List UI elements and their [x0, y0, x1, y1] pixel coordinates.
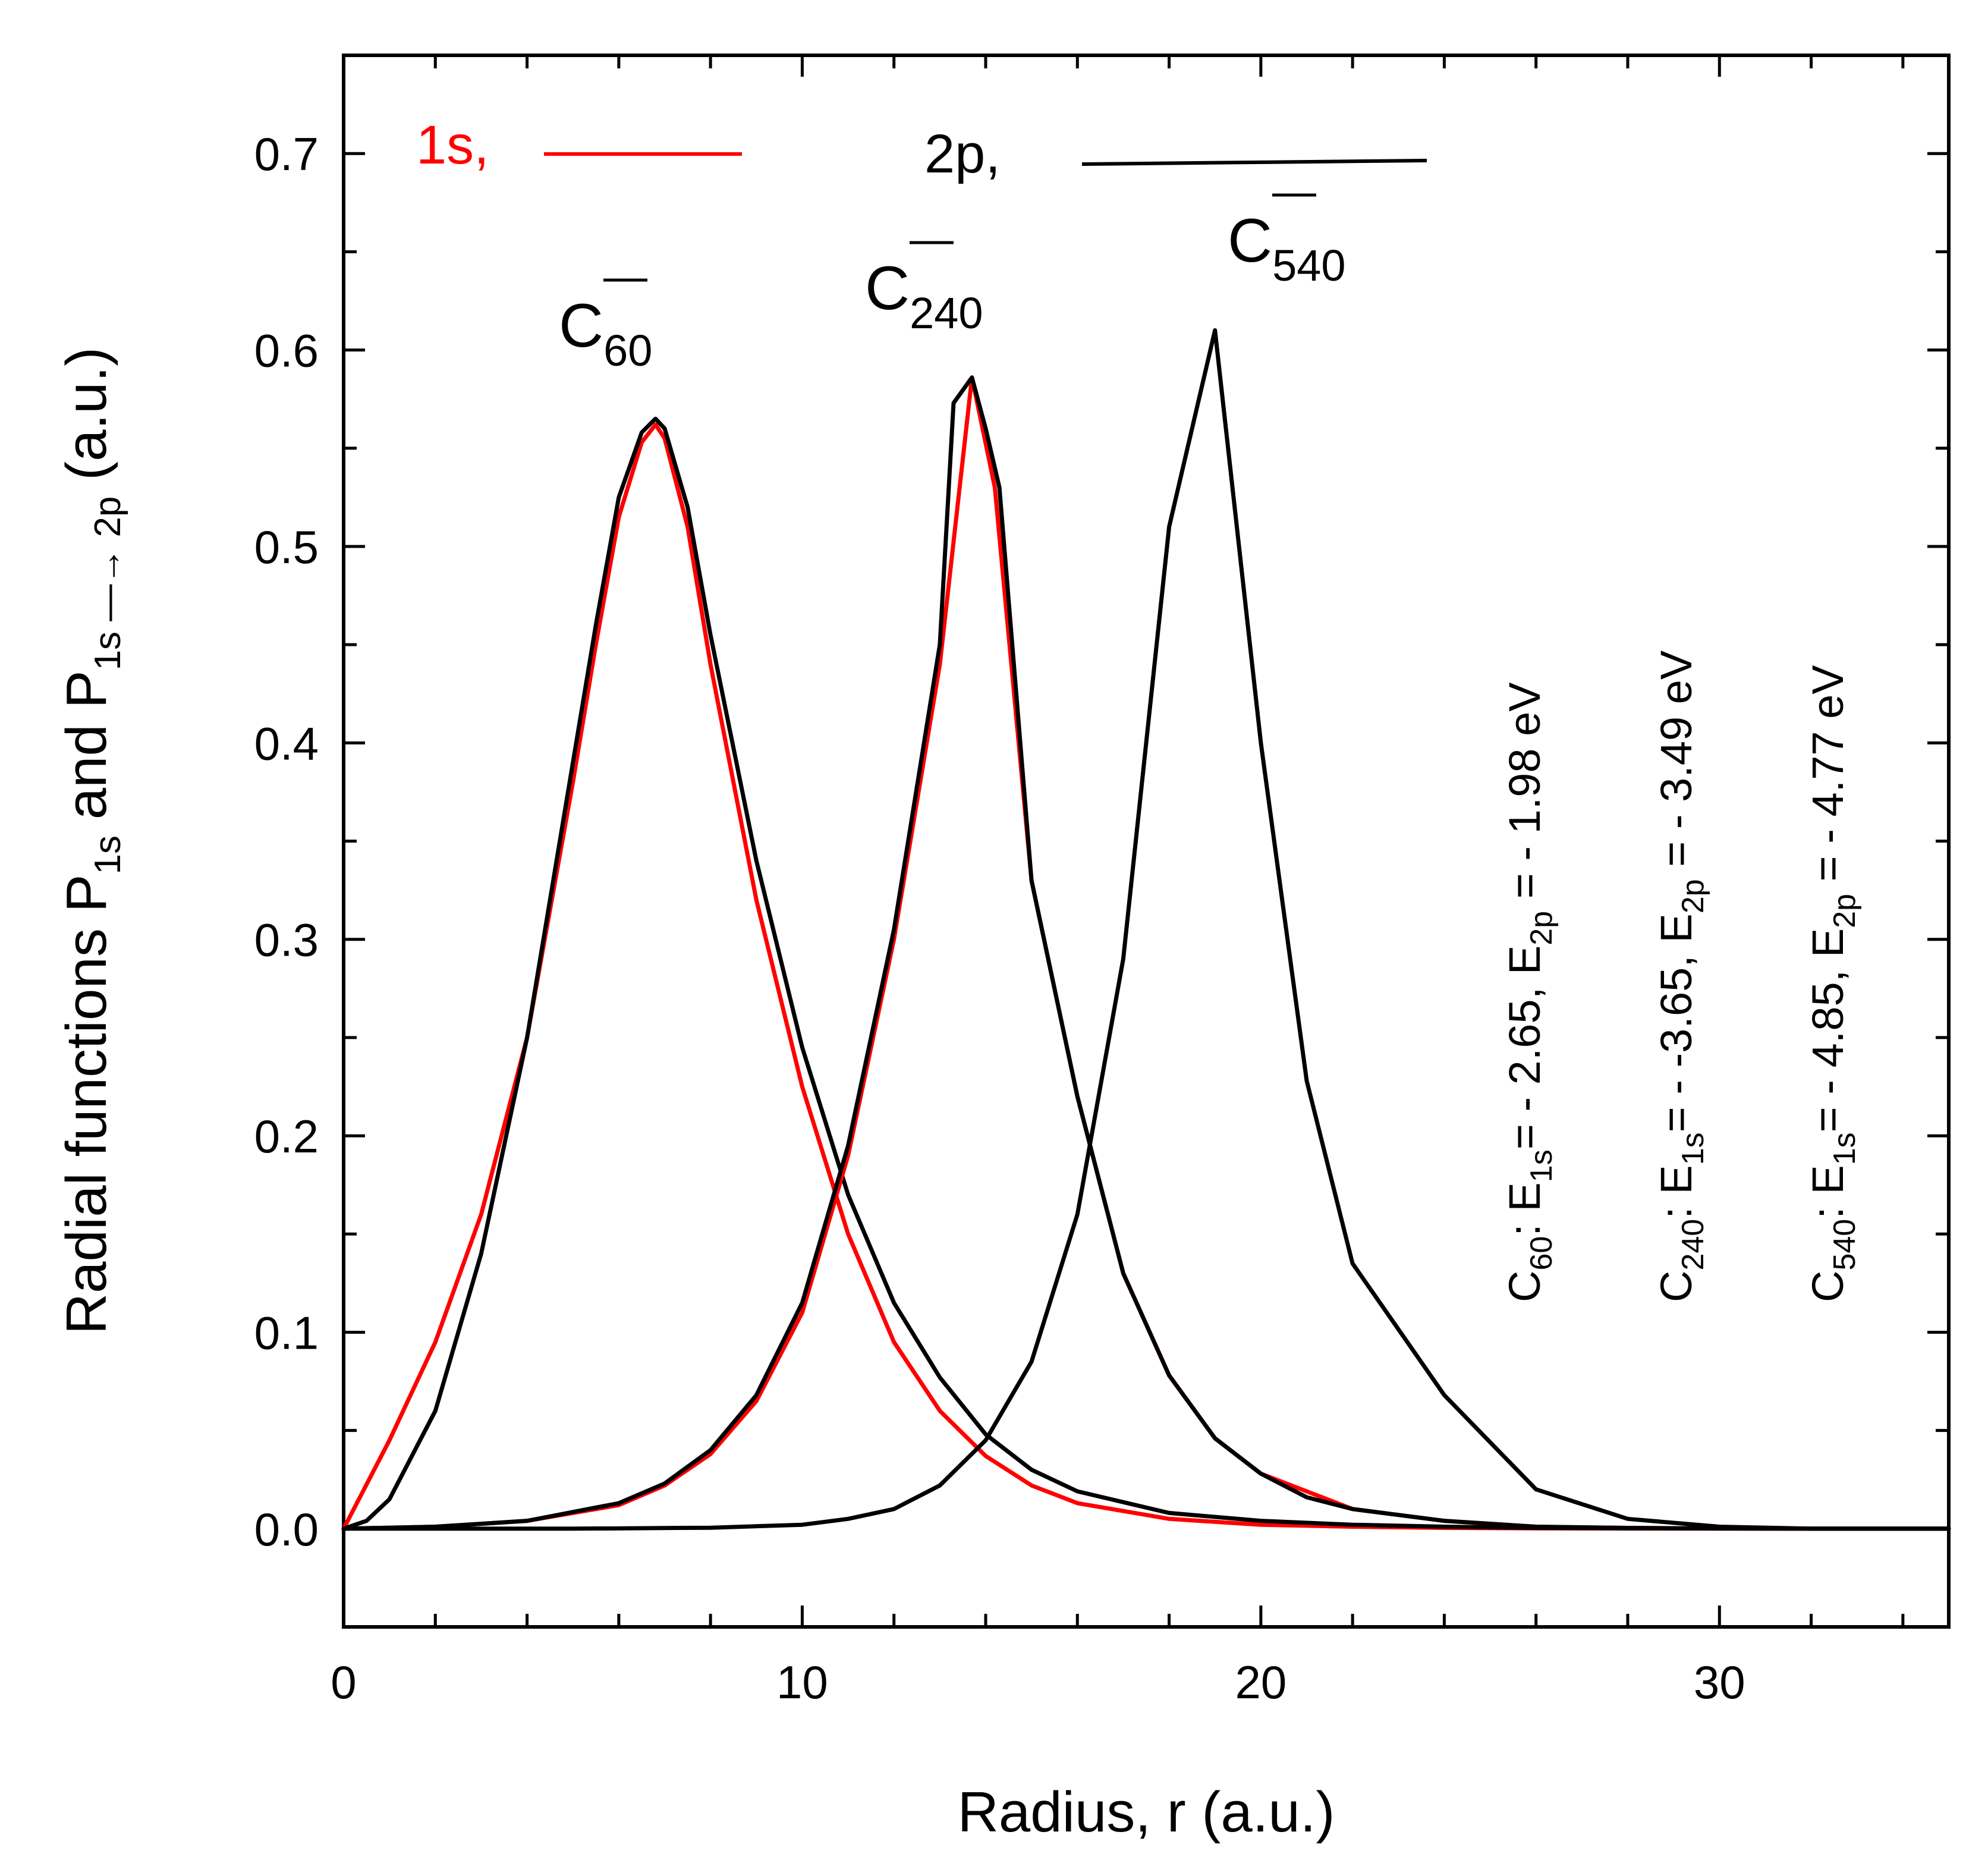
peak-label-c60: C60 —	[559, 252, 652, 375]
svg-text:C540: C540	[1228, 206, 1346, 290]
y-axis-title: Radial functions P1s and P1s —→ 2p (a.u.…	[55, 347, 128, 1334]
peak-label-c60-sup: —	[603, 252, 647, 301]
peak-label-c60-sub: 60	[603, 326, 652, 375]
svg-text:C60: C60	[559, 291, 652, 375]
peak-label-c540-base: C	[1228, 206, 1272, 275]
peak-label-c240: C240 —	[865, 214, 983, 338]
peak-label-c540: C540 —	[1228, 166, 1346, 290]
legend: 1s, 2p,	[416, 115, 1427, 184]
series-group	[341, 328, 1951, 1531]
x-tick-label: 30	[1694, 1656, 1745, 1708]
y-tick-label: 0.4	[254, 717, 319, 769]
axis-ticks	[342, 55, 1949, 1629]
peak-label-c240-base: C	[865, 254, 910, 323]
y-tick-label: 0.0	[254, 1503, 319, 1556]
y-axis-title-sub1: 1s	[87, 835, 128, 874]
y-axis-title-mid: and P	[55, 670, 118, 835]
y-tick-label: 0.5	[254, 521, 319, 573]
x-tick-labels: 0 10 20 30	[331, 1656, 1745, 1708]
x-tick-label: 0	[331, 1656, 356, 1708]
series-line-2	[341, 375, 1951, 1531]
y-tick-label: 0.1	[254, 1306, 319, 1359]
peak-label-c540-sup: —	[1272, 166, 1316, 216]
y-tick-labels: 0.0 0.1 0.2 0.3 0.4 0.5 0.6 0.7	[254, 128, 319, 1556]
x-tick-label: 20	[1235, 1656, 1286, 1708]
x-axis-title: Radius, r (a.u.)	[958, 1780, 1335, 1844]
y-tick-label: 0.3	[254, 914, 319, 966]
energy-annotation-c60: C60: E1s= - 2.65, E2p = - 1.98 eV	[1500, 682, 1559, 1302]
energy-annotation-c540: C540: E1s= - 4.85, E2p = - 4.77 eV	[1803, 665, 1862, 1302]
legend-line-2p	[1081, 159, 1427, 166]
peak-label-c540-sub: 540	[1272, 241, 1345, 290]
peak-label-c240-sub: 240	[910, 288, 983, 338]
legend-label-1s: 1s,	[416, 115, 489, 175]
legend-label-2p: 2p,	[924, 124, 1001, 184]
y-axis-title-main: Radial functions P	[55, 874, 118, 1334]
svg-text:C240: C240	[865, 254, 983, 338]
y-tick-label: 0.2	[254, 1110, 319, 1162]
peak-label-c60-base: C	[559, 291, 603, 360]
y-tick-label: 0.6	[254, 325, 319, 377]
peak-label-c240-sup: —	[910, 214, 954, 263]
energy-annotation-c240: C240: E1s= - -3.65, E2p = - 3.49 eV	[1652, 650, 1710, 1302]
y-tick-label: 0.7	[254, 128, 319, 180]
series-line-4	[341, 328, 1951, 1531]
series-line-3	[341, 375, 1951, 1531]
series-line-1	[341, 416, 1951, 1531]
y-axis-title-tail: (a.u.)	[55, 347, 118, 497]
x-tick-label: 10	[776, 1656, 828, 1708]
series-line-0	[341, 422, 1951, 1531]
y-axis-title-sub2: 1s —→ 2p	[87, 497, 128, 671]
